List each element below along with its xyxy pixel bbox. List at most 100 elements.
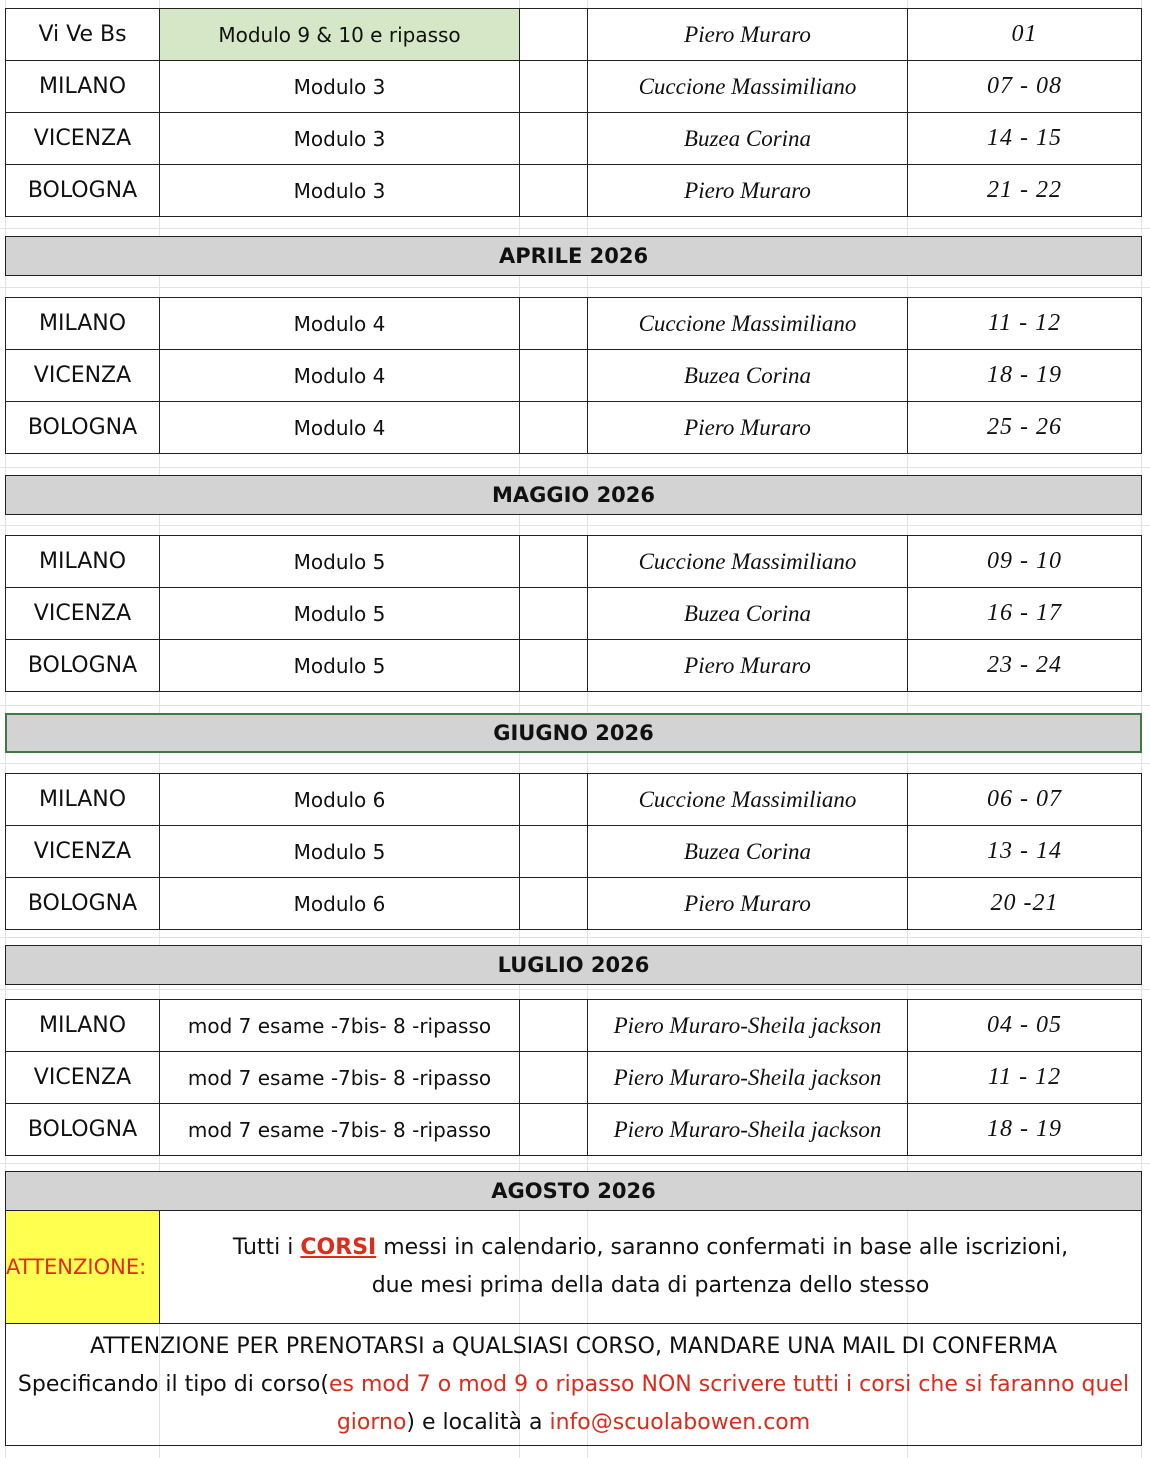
grid-line bbox=[0, 287, 1150, 288]
dates-cell: 18 - 19 bbox=[907, 349, 1142, 402]
grid-line bbox=[0, 228, 1150, 229]
grid-line bbox=[0, 1163, 1150, 1164]
dates-cell: 01 bbox=[907, 8, 1142, 61]
text: es mod 7 o mod 9 o ripasso NON scrivere … bbox=[328, 1372, 1130, 1435]
module-cell: Modulo 3 bbox=[159, 60, 520, 113]
city-cell: BOLOGNA bbox=[5, 639, 160, 692]
month-header: MAGGIO 2026 bbox=[5, 475, 1142, 515]
city-cell: Vi Ve Bs bbox=[5, 8, 160, 61]
dates-cell: 07 - 08 bbox=[907, 60, 1142, 113]
dates-cell: 16 - 17 bbox=[907, 587, 1142, 640]
module-cell: Modulo 5 bbox=[159, 825, 520, 878]
module-cell: mod 7 esame -7bis- 8 -ripasso bbox=[159, 999, 520, 1052]
notice-line: Tutti i CORSI messi in calendario, saran… bbox=[160, 1229, 1141, 1267]
module-cell: Modulo 9 & 10 e ripasso bbox=[159, 8, 520, 61]
teacher-cell: Piero Muraro bbox=[587, 401, 908, 454]
module-cell: mod 7 esame -7bis- 8 -ripasso bbox=[159, 1103, 520, 1156]
dates-cell: 25 - 26 bbox=[907, 401, 1142, 454]
month-header: APRILE 2026 bbox=[5, 236, 1142, 276]
module-cell: Modulo 6 bbox=[159, 773, 520, 826]
notice-text: Tutti i CORSI messi in calendario, saran… bbox=[159, 1210, 1142, 1324]
teacher-cell: Piero Muraro bbox=[587, 8, 908, 61]
teacher-cell: Piero Muraro-Sheila jackson bbox=[587, 999, 908, 1052]
city-cell: VICENZA bbox=[5, 349, 160, 402]
city-cell: BOLOGNA bbox=[5, 401, 160, 454]
dates-cell: 06 - 07 bbox=[907, 773, 1142, 826]
teacher-cell: Cuccione Massimiliano bbox=[587, 535, 908, 588]
text: Tutti i bbox=[232, 1235, 301, 1260]
teacher-cell: Piero Muraro bbox=[587, 639, 908, 692]
teacher-cell: Piero Muraro-Sheila jackson bbox=[587, 1051, 908, 1104]
module-cell: Modulo 3 bbox=[159, 112, 520, 165]
module-cell: Modulo 6 bbox=[159, 877, 520, 930]
empty-cell bbox=[519, 825, 588, 878]
city-cell: VICENZA bbox=[5, 825, 160, 878]
empty-cell bbox=[519, 587, 588, 640]
text: ) e località a bbox=[406, 1410, 550, 1435]
footer-line: Specificando il tipo di corso(es mod 7 o… bbox=[14, 1366, 1133, 1442]
empty-cell bbox=[519, 164, 588, 217]
grid-line bbox=[0, 467, 1150, 468]
teacher-cell: Piero Muraro bbox=[587, 877, 908, 930]
empty-cell bbox=[519, 999, 588, 1052]
module-cell: Modulo 4 bbox=[159, 349, 520, 402]
text: info@scuolabowen.com bbox=[549, 1410, 811, 1435]
empty-cell bbox=[519, 639, 588, 692]
city-cell: VICENZA bbox=[5, 587, 160, 640]
teacher-cell: Cuccione Massimiliano bbox=[587, 60, 908, 113]
text: CORSI bbox=[300, 1235, 377, 1260]
city-cell: BOLOGNA bbox=[5, 1103, 160, 1156]
text: messi in calendario, saranno confermati … bbox=[376, 1235, 1069, 1260]
teacher-cell: Cuccione Massimiliano bbox=[587, 773, 908, 826]
teacher-cell: Buzea Corina bbox=[587, 825, 908, 878]
module-cell: Modulo 3 bbox=[159, 164, 520, 217]
dates-cell: 09 - 10 bbox=[907, 535, 1142, 588]
empty-cell bbox=[519, 1103, 588, 1156]
city-cell: VICENZA bbox=[5, 112, 160, 165]
teacher-cell: Piero Muraro bbox=[587, 164, 908, 217]
empty-cell bbox=[519, 60, 588, 113]
footer-line: ATTENZIONE PER PRENOTARSI a QUALSIASI CO… bbox=[14, 1328, 1133, 1366]
teacher-cell: Buzea Corina bbox=[587, 587, 908, 640]
empty-cell bbox=[519, 401, 588, 454]
teacher-cell: Piero Muraro-Sheila jackson bbox=[587, 1103, 908, 1156]
dates-cell: 23 - 24 bbox=[907, 639, 1142, 692]
footer-note: ATTENZIONE PER PRENOTARSI a QUALSIASI CO… bbox=[5, 1323, 1142, 1446]
month-header: GIUGNO 2026 bbox=[5, 713, 1142, 753]
empty-cell bbox=[519, 349, 588, 402]
city-cell: BOLOGNA bbox=[5, 164, 160, 217]
grid-line bbox=[0, 763, 1150, 764]
dates-cell: 11 - 12 bbox=[907, 1051, 1142, 1104]
month-header: AGOSTO 2026 bbox=[5, 1171, 1142, 1211]
grid-line bbox=[0, 525, 1150, 526]
city-cell: MILANO bbox=[5, 297, 160, 350]
grid-line bbox=[0, 705, 1150, 706]
city-cell: VICENZA bbox=[5, 1051, 160, 1104]
empty-cell bbox=[519, 8, 588, 61]
dates-cell: 13 - 14 bbox=[907, 825, 1142, 878]
module-cell: mod 7 esame -7bis- 8 -ripasso bbox=[159, 1051, 520, 1104]
empty-cell bbox=[519, 112, 588, 165]
empty-cell bbox=[519, 297, 588, 350]
notice-line: due mesi prima della data di partenza de… bbox=[160, 1267, 1141, 1305]
dates-cell: 20 -21 bbox=[907, 877, 1142, 930]
city-cell: MILANO bbox=[5, 773, 160, 826]
dates-cell: 11 - 12 bbox=[907, 297, 1142, 350]
module-cell: Modulo 5 bbox=[159, 639, 520, 692]
text: Specificando il tipo di corso( bbox=[17, 1372, 329, 1397]
text: ATTENZIONE PER PRENOTARSI a QUALSIASI CO… bbox=[89, 1334, 1058, 1359]
city-cell: BOLOGNA bbox=[5, 877, 160, 930]
empty-cell bbox=[519, 535, 588, 588]
empty-cell bbox=[519, 1051, 588, 1104]
teacher-cell: Buzea Corina bbox=[587, 112, 908, 165]
city-cell: MILANO bbox=[5, 999, 160, 1052]
city-cell: MILANO bbox=[5, 535, 160, 588]
grid-line bbox=[0, 937, 1150, 938]
month-header: LUGLIO 2026 bbox=[5, 945, 1142, 985]
dates-cell: 04 - 05 bbox=[907, 999, 1142, 1052]
module-cell: Modulo 5 bbox=[159, 535, 520, 588]
module-cell: Modulo 4 bbox=[159, 401, 520, 454]
module-cell: Modulo 4 bbox=[159, 297, 520, 350]
module-cell: Modulo 5 bbox=[159, 587, 520, 640]
